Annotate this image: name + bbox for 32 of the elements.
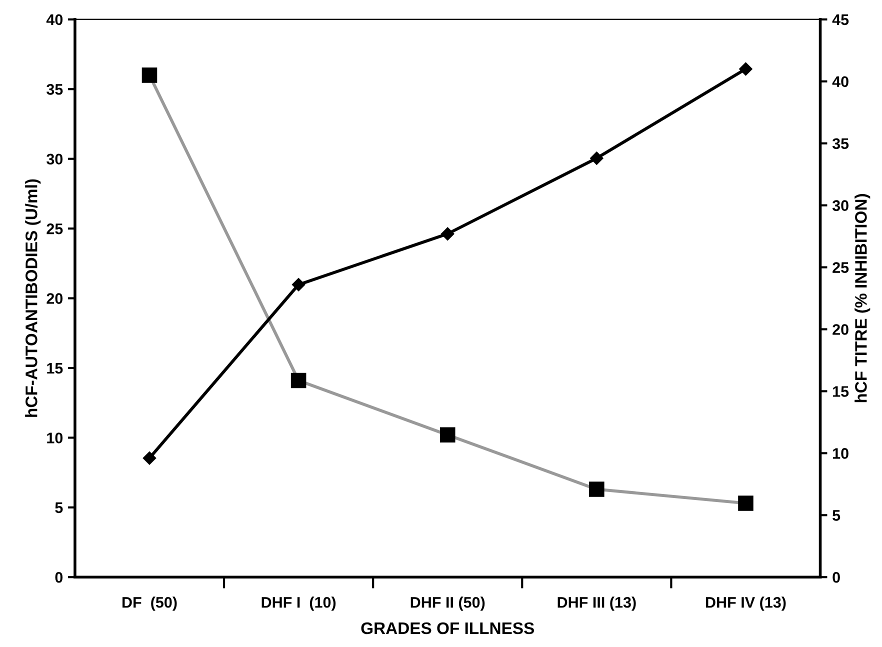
y-tick-label: 10 <box>47 432 63 444</box>
y2-tick-label: 35 <box>832 138 849 150</box>
y-tick-label: 35 <box>46 84 63 95</box>
y-tick-label: 15 <box>47 363 63 374</box>
point <box>590 152 604 165</box>
point <box>142 452 156 465</box>
y-tick-label: 0 <box>55 572 63 583</box>
y-axis-title: hCF-AUTOANTIBODIES (U/ml) <box>25 179 41 417</box>
y-tick-label: 25 <box>46 223 63 234</box>
y2-tick-label: 5 <box>832 510 840 521</box>
y-tick-label: 5 <box>55 502 63 514</box>
x-tick-label: DHF II (50) <box>410 596 485 611</box>
y-tick-label: 20 <box>46 293 63 304</box>
y2-tick-label: 20 <box>832 324 848 335</box>
y2-axis-title: hCF TITRE (% INHIBITION) <box>854 194 870 402</box>
x-tick-label: DHF I (10) <box>262 596 336 611</box>
x-tick-label: DHF III (13) <box>558 596 636 611</box>
y2-tick-label: 25 <box>832 262 849 273</box>
x-tick-label: DHF IV (13) <box>706 596 786 611</box>
y2-tick-label: 40 <box>832 76 848 88</box>
y-tick-label: 30 <box>46 154 63 165</box>
y-tick-label: 40 <box>46 14 63 26</box>
y2-tick-label: 45 <box>832 14 849 26</box>
y2-tick-label: 10 <box>833 448 848 459</box>
point <box>441 227 454 240</box>
x-axis-title: GRADES OF ILLNESS <box>361 622 534 634</box>
y2-tick-label: 30 <box>832 200 848 212</box>
y2-tick-label: 0 <box>832 572 840 583</box>
y2-tick-label: 15 <box>833 386 849 397</box>
x-tick-label: DF (50) <box>122 596 177 611</box>
point <box>739 62 752 76</box>
point <box>292 278 306 292</box>
